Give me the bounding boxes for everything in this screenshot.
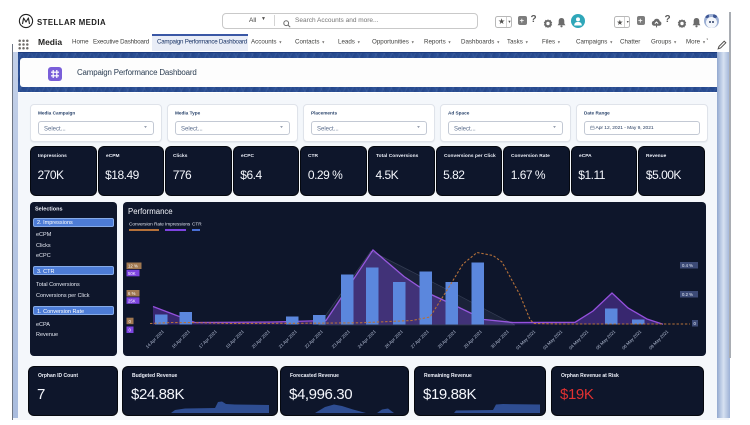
svg-text:50K: 50K xyxy=(128,271,136,276)
svg-text:0: 0 xyxy=(694,321,697,326)
svg-text:0.2 %: 0.2 % xyxy=(682,292,693,297)
svg-text:0.4 %: 0.4 % xyxy=(682,263,693,268)
svg-text:25K: 25K xyxy=(128,298,136,303)
svg-text:0: 0 xyxy=(129,319,132,324)
svg-text:6 %: 6 % xyxy=(128,291,136,296)
svg-text:12 %: 12 % xyxy=(128,264,138,269)
svg-text:0: 0 xyxy=(129,328,132,333)
